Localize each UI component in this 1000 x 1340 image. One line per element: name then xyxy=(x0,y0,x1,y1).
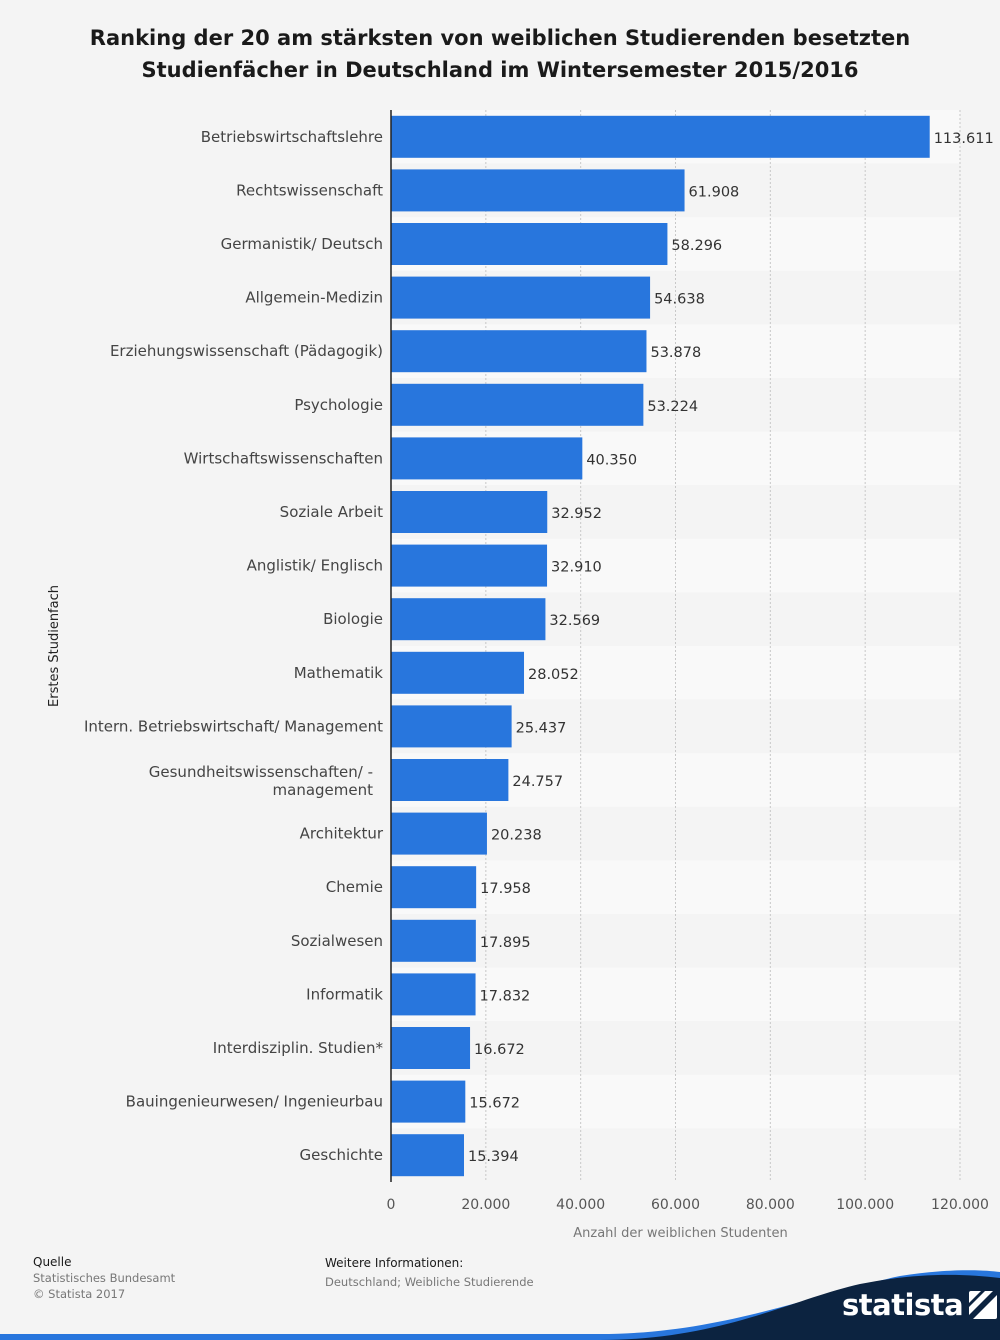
statista-logo[interactable]: statista xyxy=(842,1288,998,1322)
category-label: Architektur xyxy=(300,825,384,843)
x-tick-label: 80.000 xyxy=(746,1197,795,1213)
brand-name: statista xyxy=(842,1288,964,1322)
x-axis-title: Anzahl der weiblichen Studenten xyxy=(573,1226,788,1240)
brand-swoosh xyxy=(0,1270,1000,1340)
bar-value-label: 24.757 xyxy=(512,774,563,790)
bar xyxy=(391,491,548,533)
category-label: Betriebswirtschaftslehre xyxy=(201,128,383,146)
category-label: Bauingenieurwesen/ Ingenieurbau xyxy=(126,1093,383,1111)
category-label: Anglistik/ Englisch xyxy=(247,557,383,575)
info-heading: Weitere Informationen: xyxy=(325,1256,464,1270)
bar-value-label: 32.569 xyxy=(549,613,600,629)
bar-value-label: 28.052 xyxy=(528,667,579,683)
category-label: Geschichte xyxy=(300,1146,383,1164)
bar-value-label: 113.611 xyxy=(934,131,994,147)
category-label: Chemie xyxy=(326,878,383,896)
source-copyright: © Statista 2017 xyxy=(33,1287,126,1301)
bar xyxy=(391,1080,466,1123)
bar-value-label: 17.895 xyxy=(480,935,531,951)
bar xyxy=(391,437,583,480)
category-label: Wirtschaftswissenschaften xyxy=(184,449,383,467)
bar xyxy=(391,973,476,1016)
footer: Quelle Statistisches Bundesamt © Statist… xyxy=(0,1240,1000,1340)
source-heading: Quelle xyxy=(33,1255,72,1269)
category-label: Soziale Arbeit xyxy=(280,503,383,521)
x-tick-label: 100.000 xyxy=(836,1197,894,1213)
category-label: Interdisziplin. Studien* xyxy=(213,1039,384,1057)
bar xyxy=(391,383,644,426)
category-label: Allgemein-Medizin xyxy=(245,289,383,307)
bar-value-label: 61.908 xyxy=(689,184,740,200)
bar xyxy=(391,223,668,265)
chart-title: Ranking der 20 am stärksten von weiblich… xyxy=(89,26,911,82)
bar xyxy=(391,759,509,801)
bar xyxy=(391,115,930,158)
y-axis-title: Erstes Studienfach xyxy=(47,585,62,707)
bar-value-label: 54.638 xyxy=(654,292,705,308)
x-tick-label: 0 xyxy=(387,1197,396,1213)
category-label: Gesundheitswissenschaften/ -management xyxy=(149,763,373,799)
x-tick-label: 120.000 xyxy=(931,1197,989,1213)
bar-value-label: 16.672 xyxy=(474,1042,525,1058)
bar-value-label: 40.350 xyxy=(586,452,637,468)
category-label: Erziehungswissenschaft (Pädagogik) xyxy=(110,342,383,360)
bar xyxy=(391,544,548,587)
source-name: Statistisches Bundesamt xyxy=(33,1271,176,1285)
x-tick-label: 40.000 xyxy=(556,1197,605,1213)
bar xyxy=(391,276,651,319)
category-label-line: Gesundheitswissenschaften/ - xyxy=(149,763,373,781)
bar-value-label: 53.224 xyxy=(647,399,698,415)
bar-value-label: 25.437 xyxy=(516,720,567,736)
bar-value-label: 17.832 xyxy=(480,988,531,1004)
bar xyxy=(391,919,476,962)
category-label: Sozialwesen xyxy=(291,932,383,950)
x-tick-label: 20.000 xyxy=(461,1197,510,1213)
x-tick-label: 60.000 xyxy=(651,1197,700,1213)
bar xyxy=(391,598,546,641)
bar xyxy=(391,866,477,909)
bar xyxy=(391,812,487,855)
bar-value-label: 15.672 xyxy=(469,1096,520,1112)
bar xyxy=(391,330,647,373)
bar-chart: 113.611 61.908 58.296 54.638 53.878 53.224 40.… xyxy=(47,110,994,1240)
bar-value-label: 15.394 xyxy=(468,1149,519,1165)
bar xyxy=(391,1134,464,1177)
category-label: Psychologie xyxy=(294,396,383,414)
bar xyxy=(391,651,525,694)
bar-value-label: 32.910 xyxy=(551,560,602,576)
info-text: Deutschland; Weibliche Studierende xyxy=(325,1275,534,1289)
bar-value-label: 58.296 xyxy=(671,238,722,254)
bar-value-label: 32.952 xyxy=(551,506,602,522)
category-label: Rechtswissenschaft xyxy=(236,181,383,199)
category-label-line: management xyxy=(273,781,374,799)
bar xyxy=(391,705,512,748)
statista-logo-icon xyxy=(969,1291,998,1319)
bar xyxy=(391,1027,471,1069)
category-label: Informatik xyxy=(306,985,383,1003)
category-label: Biologie xyxy=(323,610,383,628)
bar-value-label: 17.958 xyxy=(480,881,531,897)
category-label: Mathematik xyxy=(294,664,384,682)
bar-value-label: 53.878 xyxy=(650,345,701,361)
bar-value-label: 20.238 xyxy=(491,828,542,844)
category-label: Germanistik/ Deutsch xyxy=(221,235,383,253)
bar xyxy=(391,169,685,212)
category-label: Intern. Betriebswirtschaft/ Management xyxy=(84,717,383,735)
